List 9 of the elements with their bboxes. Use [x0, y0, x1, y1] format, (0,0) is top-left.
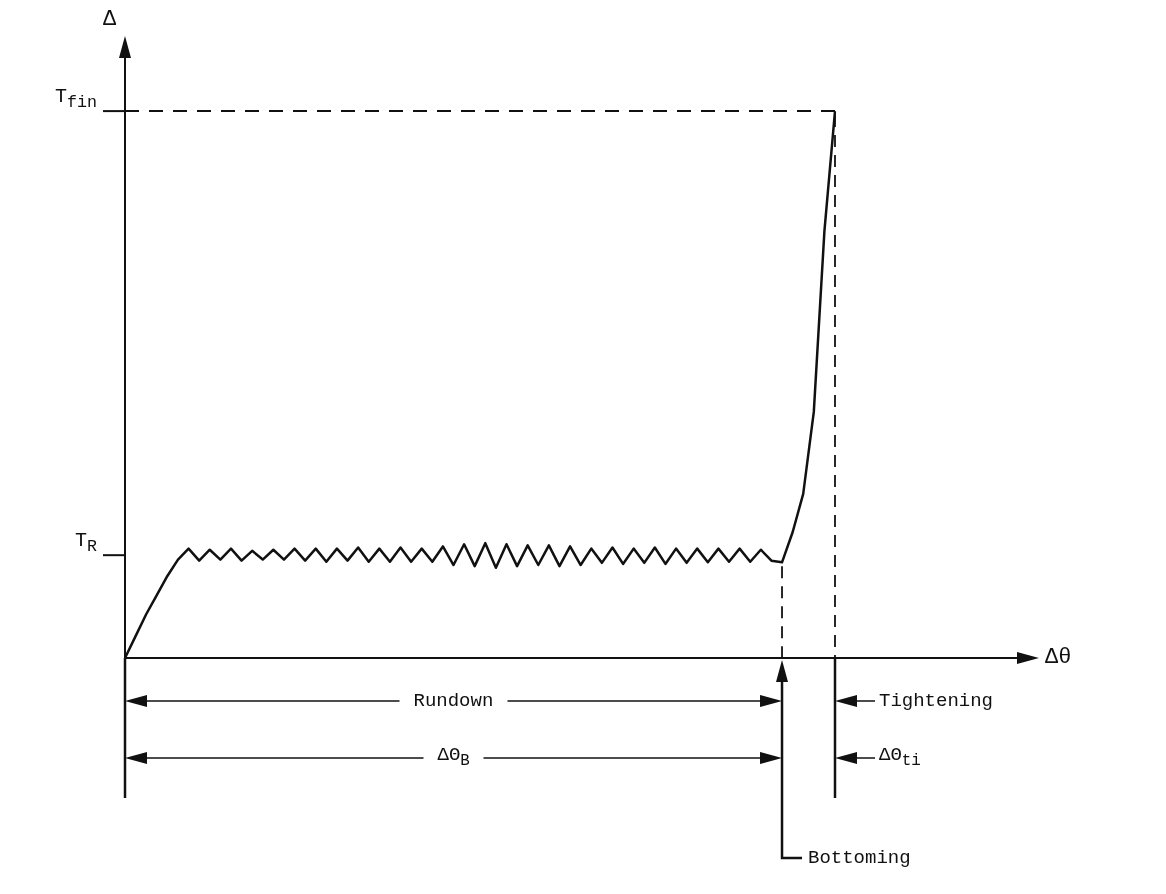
text: Rundown	[413, 689, 494, 712]
text: ΔΘ$_{B}$	[437, 744, 470, 770]
text: ΔΘ$_{ti}$	[879, 744, 921, 770]
y-axis-title: Δ	[103, 7, 117, 32]
ref-line-label: T$_{fin}$	[55, 84, 98, 112]
text: Δθ	[1045, 645, 1072, 670]
ref-line-label: T$_{R}$	[75, 528, 98, 556]
text: Bottoming	[808, 846, 911, 869]
text: Tightening	[879, 689, 994, 712]
